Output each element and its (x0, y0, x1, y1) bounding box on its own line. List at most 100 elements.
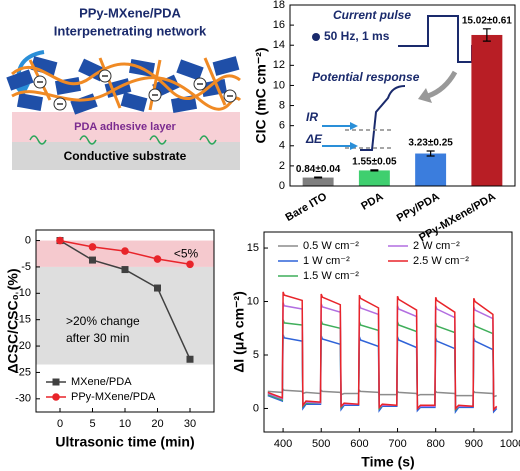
y-tick-label: 2 (279, 160, 285, 172)
marker (89, 256, 96, 264)
legend-marker (52, 393, 60, 401)
gray-arrow-head (418, 88, 432, 103)
y-tick-label: -30 (15, 393, 31, 405)
bar (471, 34, 503, 186)
value-label: 3.23±0.25 (408, 138, 453, 149)
plot-frame (289, 4, 516, 187)
legend-marker (52, 378, 60, 386)
legend-label: 1 W cm⁻² (303, 255, 350, 267)
bar (358, 170, 390, 186)
annotation: Current pulse (333, 8, 411, 22)
x-tick-label: 500 (312, 438, 330, 450)
error-bar (370, 169, 379, 172)
schematic: PPy-MXene/PDA Interpenetrating network P… (6, 5, 242, 170)
y-tick-label: 0 (279, 180, 285, 192)
error-bar (426, 150, 435, 157)
y-tick-label: 4 (279, 140, 285, 152)
bullet (312, 33, 320, 41)
x-tick-label: 5 (89, 418, 95, 430)
indicator-arrows (322, 125, 350, 147)
x-tick-label: 700 (388, 438, 406, 450)
x-tick-label: PPy/PDA (395, 191, 442, 225)
bar (415, 153, 447, 186)
y-tick-label: 15 (247, 242, 259, 254)
y-tick-label: -25 (15, 366, 31, 378)
mxene-flake (212, 56, 240, 76)
legend-label: 0.5 W cm⁻² (303, 240, 359, 252)
value-label: 15.02±0.61 (462, 15, 512, 26)
value-label: 1.55±0.05 (352, 157, 397, 168)
y-tick-label: 16 (273, 19, 285, 31)
schematic-subtitle: Interpenetrating network (54, 23, 207, 38)
legend-label: PPy-MXene/PDA (71, 391, 156, 403)
x-tick-label: 20 (151, 418, 163, 430)
y-tick-label: 5 (253, 349, 259, 361)
marker (121, 266, 129, 274)
mxene-flake (120, 92, 148, 112)
x-axis-title: Time (s) (361, 454, 414, 470)
y-axis-title: ΔCSC/CSC₀ (%) (5, 268, 21, 373)
annotation: Potential response (312, 70, 420, 84)
mxene-flake (176, 59, 204, 81)
mxene-flake (16, 93, 44, 111)
legend-label: 2 W cm⁻² (413, 240, 460, 252)
pda-chains (29, 135, 217, 145)
legend-label: 1.5 W cm⁻² (303, 270, 359, 282)
y-axis-title: ΔI (μA cm⁻²) (231, 291, 247, 373)
x-tick-label: PDA (359, 191, 385, 213)
potential-response (360, 85, 406, 151)
marker (186, 355, 194, 363)
legend-label: 2.5 W cm⁻² (413, 255, 469, 267)
series-line (267, 387, 497, 398)
y-tick-label: -10 (15, 287, 31, 299)
marker (154, 284, 161, 292)
mxene-flake (6, 69, 34, 91)
y-axis-title: CIC (mC cm⁻²) (253, 47, 269, 143)
plot-frame (35, 229, 215, 413)
y-tick-label: -5 (21, 261, 31, 273)
y-tick-label: 6 (279, 120, 285, 132)
substrate-layer (12, 142, 240, 170)
y-tick-label: 12 (273, 59, 285, 71)
y-tick-label: 0 (25, 234, 31, 246)
substrate-label: Conductive substrate (64, 149, 187, 163)
error-bar (482, 28, 491, 42)
marker (153, 255, 162, 263)
x-tick-label: 0 (57, 418, 63, 430)
band-label: >20% change (66, 314, 140, 328)
band-label: <5% (174, 247, 199, 261)
network (6, 56, 242, 115)
x-tick-label: 400 (274, 438, 292, 450)
x-tick-label: 30 (184, 418, 196, 430)
gray-arrow (427, 70, 458, 99)
marker (88, 243, 97, 251)
y-tick-label: -20 (15, 340, 31, 352)
y-tick-label: 14 (273, 39, 285, 51)
y-tick-label: 8 (279, 99, 285, 111)
y-tick-label: 0 (253, 402, 259, 414)
annotation: IR (306, 110, 318, 124)
y-tick-label: 10 (247, 295, 259, 307)
annotation: ΔE (305, 132, 323, 146)
marker (186, 260, 194, 269)
mxene-flake (30, 56, 58, 76)
x-tick-label: 900 (465, 438, 483, 450)
error-bar (314, 176, 323, 179)
arrow-heads (350, 122, 358, 150)
plot-frame (263, 231, 513, 433)
y-tick-label: 18 (273, 0, 285, 11)
x-tick-label: Bare ITO (284, 191, 330, 224)
mxene-flake (70, 93, 98, 115)
x-tick-label: 600 (350, 438, 368, 450)
marker (56, 236, 64, 245)
x-axis-title: Ultrasonic time (min) (55, 434, 194, 450)
x-tick-label: 800 (427, 438, 445, 450)
series-line (267, 291, 498, 412)
value-label: 0.84±0.04 (296, 164, 341, 175)
x-tick-label: 10 (119, 418, 131, 430)
legend-label: MXene/PDA (71, 376, 132, 388)
adhesive-label: PDA adhesive layer (74, 121, 176, 133)
bar (302, 177, 334, 186)
